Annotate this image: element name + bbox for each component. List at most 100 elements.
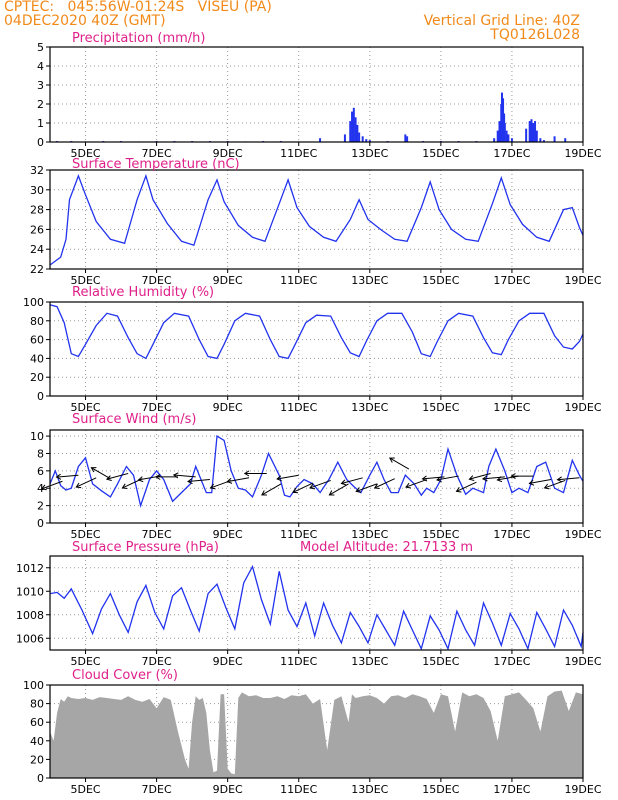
x-tick-label: 13DEC <box>351 655 388 668</box>
wind-vector <box>422 476 445 480</box>
temperature-line <box>49 173 584 266</box>
wind-vector <box>436 475 459 481</box>
y-tick-label: 40 <box>30 735 44 748</box>
y-tick-label: 22 <box>30 263 44 276</box>
x-tick-label: 9DEC <box>213 528 243 541</box>
wind-line <box>49 435 584 508</box>
panel-pressure <box>46 555 584 654</box>
wind-arrowhead <box>243 470 250 477</box>
y-tick-label: 100 <box>23 679 44 692</box>
x-tick-label: 17DEC <box>493 655 530 668</box>
precip-bar <box>493 138 496 142</box>
wind-arrowhead <box>510 473 516 480</box>
y-tick-label: 24 <box>30 243 44 256</box>
wind-arrowhead <box>481 475 488 482</box>
x-tick-label: 9DEC <box>213 274 243 287</box>
precip-bar <box>564 138 567 142</box>
x-tick-label: 13DEC <box>351 274 388 287</box>
wind-arrowhead <box>105 475 112 481</box>
pressure-line <box>49 564 584 651</box>
wind-arrowhead <box>187 478 193 485</box>
y-tick-label: 8 <box>37 447 44 460</box>
x-tick-label: 9DEC <box>213 147 243 160</box>
wind-arrowhead <box>496 476 503 483</box>
y-tick-label: 30 <box>30 184 44 197</box>
wind-vector <box>356 483 378 492</box>
wind-vector <box>41 480 63 490</box>
station-header: CPTEC: 045:56W-01:24S VISEU (PA) <box>4 0 272 15</box>
x-tick-label: 7DEC <box>142 147 172 160</box>
panel-frame <box>49 429 584 524</box>
x-tick-label: 15DEC <box>422 655 459 668</box>
y-tick-label: 26 <box>30 223 44 236</box>
x-tick-label: 9DEC <box>213 783 243 796</box>
x-tick-label: 19DEC <box>564 401 601 414</box>
y-tick-label: 1006 <box>16 632 44 645</box>
x-tick-label: 17DEC <box>493 528 530 541</box>
wind-arrowhead <box>55 473 62 480</box>
x-tick-label: 13DEC <box>351 401 388 414</box>
wind-vector <box>227 477 250 483</box>
y-tick-label: 2 <box>37 98 44 111</box>
x-tick-label: 11DEC <box>280 401 317 414</box>
precip-bar <box>368 140 371 142</box>
wind-arrowhead <box>468 475 475 481</box>
precip-bar <box>525 128 528 142</box>
precip-bar <box>365 139 368 142</box>
precip-bar <box>349 121 352 142</box>
wind-arrowhead <box>309 483 315 490</box>
wind-vector <box>276 474 299 480</box>
precip-bar <box>534 121 537 142</box>
x-tick-label: 7DEC <box>142 401 172 414</box>
precip-bar <box>553 136 556 142</box>
x-tick-label: 9DEC <box>213 401 243 414</box>
x-tick-label: 13DEC <box>351 783 388 796</box>
precip-bar <box>496 130 499 142</box>
x-tick-label: 5DEC <box>70 528 100 541</box>
wind-arrowhead <box>373 483 380 489</box>
x-tick-label: 19DEC <box>564 528 601 541</box>
panel-title: Precipitation (mm/h) <box>72 31 205 46</box>
y-tick-label: 3 <box>37 79 44 92</box>
precip-bar <box>361 136 364 142</box>
wind-arrowhead <box>355 487 362 493</box>
forecast-date: 04DEC2020 40Z (GMT) <box>4 13 166 29</box>
precip-bar <box>510 138 513 142</box>
precip-bar <box>351 111 354 142</box>
wind-arrowhead <box>226 477 233 484</box>
wind-arrowhead <box>340 479 347 486</box>
wind-vector <box>261 483 282 496</box>
wind-vector <box>456 481 477 492</box>
x-tick-label: 15DEC <box>422 783 459 796</box>
wind-vector <box>341 477 363 484</box>
wind-arrowhead <box>137 476 144 483</box>
wind-vector <box>405 479 427 488</box>
y-tick-label: 20 <box>30 371 44 384</box>
x-tick-label: 11DEC <box>280 147 317 160</box>
precip-bar <box>503 123 506 142</box>
wind-arrowhead <box>172 472 179 479</box>
panel-frame <box>49 46 584 143</box>
y-tick-label: 1012 <box>16 562 44 575</box>
y-tick-label: 60 <box>30 716 44 729</box>
model-code: TQ0126L028 <box>490 27 580 43</box>
x-tick-label: 19DEC <box>564 147 601 160</box>
y-tick-label: 0 <box>37 136 44 149</box>
y-tick-label: 0 <box>37 772 44 785</box>
y-tick-label: 5 <box>37 41 44 54</box>
wind-vector <box>173 474 196 478</box>
wind-vector <box>91 467 111 480</box>
precip-bar <box>352 107 355 142</box>
wind-vector <box>482 476 505 480</box>
wind-vector <box>557 477 580 481</box>
wind-vector <box>529 479 552 484</box>
wind-arrowhead <box>436 476 442 483</box>
wind-vector <box>374 478 395 489</box>
x-tick-label: 19DEC <box>564 274 601 287</box>
x-tick-label: 7DEC <box>142 274 172 287</box>
x-tick-label: 11DEC <box>280 274 317 287</box>
x-tick-label: 19DEC <box>564 655 601 668</box>
wind-vector <box>106 472 129 480</box>
x-tick-label: 11DEC <box>280 528 317 541</box>
y-tick-label: 4 <box>37 60 44 73</box>
